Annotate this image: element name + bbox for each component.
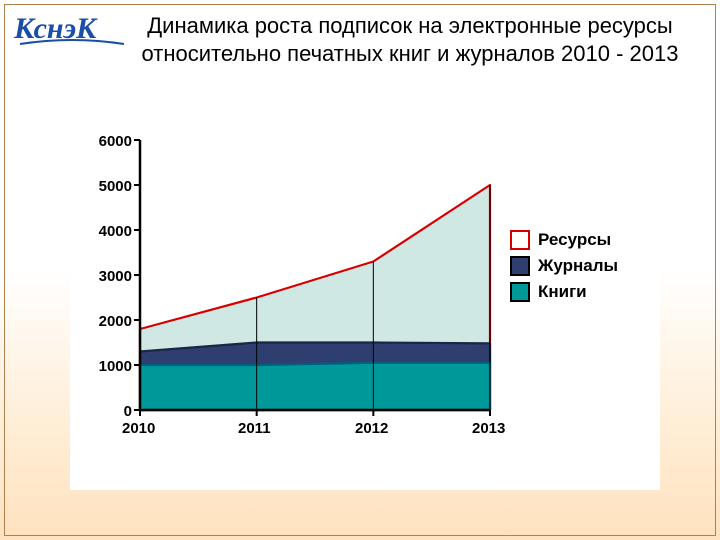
xtick-3: 2013 [472, 420, 505, 437]
ytick-5: 5000 [74, 178, 132, 195]
xtick-2: 2012 [355, 420, 388, 437]
ytick-6: 6000 [74, 133, 132, 150]
xtick-1: 2011 [238, 420, 271, 437]
chart-container: 0 1000 2000 3000 4000 5000 6000 2010 201… [70, 120, 660, 490]
legend-swatch-journals [510, 256, 530, 276]
legend-item-resources: Ресурсы [510, 230, 618, 250]
legend: Ресурсы Журналы Книги [510, 230, 618, 308]
chart-plot [140, 140, 490, 410]
slide: КснэК Динамика роста подписок на электро… [0, 0, 720, 540]
legend-label-books: Книги [538, 282, 587, 302]
legend-item-books: Книги [510, 282, 618, 302]
ytick-1: 1000 [74, 358, 132, 375]
ytick-4: 4000 [74, 223, 132, 240]
logo: КснэК [12, 6, 132, 57]
page-title: Динамика роста подписок на электронные р… [140, 12, 680, 67]
legend-label-resources: Ресурсы [538, 230, 611, 250]
xtick-0: 2010 [122, 420, 155, 437]
ytick-2: 2000 [74, 313, 132, 330]
ytick-0: 0 [74, 403, 132, 420]
ytick-3: 3000 [74, 268, 132, 285]
area-chart-svg [140, 140, 490, 410]
legend-label-journals: Журналы [538, 256, 618, 276]
legend-swatch-resources [510, 230, 530, 250]
legend-swatch-books [510, 282, 530, 302]
legend-item-journals: Журналы [510, 256, 618, 276]
